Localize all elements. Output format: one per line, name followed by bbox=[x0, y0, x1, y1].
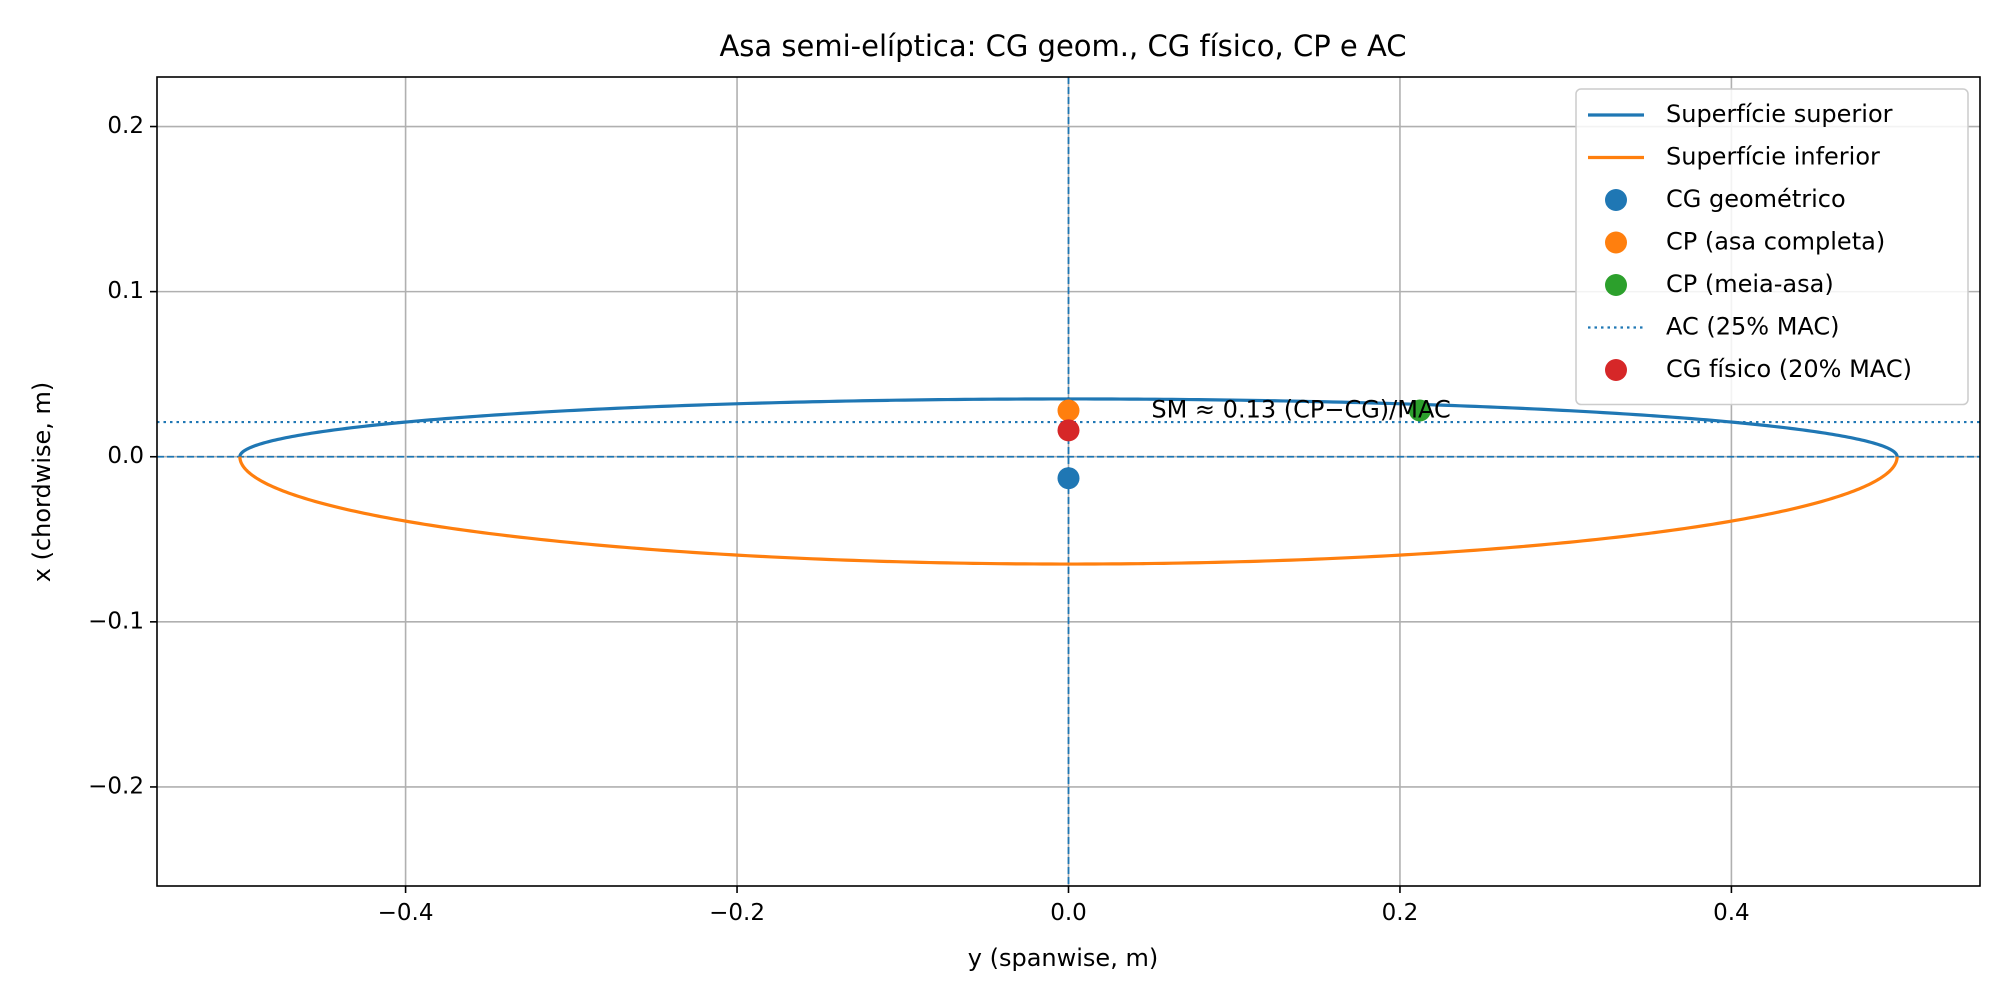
legend-label: CG geométrico bbox=[1666, 185, 1846, 213]
x-tick-label: 0.0 bbox=[1050, 900, 1087, 926]
x-tick-label: −0.2 bbox=[709, 900, 765, 926]
y-tick-label: 0.1 bbox=[107, 278, 144, 304]
x-tick-label: 0.4 bbox=[1713, 900, 1750, 926]
series-point-cp-meia-asa bbox=[1408, 399, 1431, 422]
x-axis-label: y (spanwise, m) bbox=[968, 944, 1158, 972]
axis-ticks: −0.4 −0.2 0.0 0.2 0.4 −0.2 −0.1 0.0 0.1 0.2 bbox=[88, 113, 1750, 926]
y-tick-label: −0.1 bbox=[88, 608, 144, 634]
legend-label: CP (meia-asa) bbox=[1666, 270, 1834, 298]
x-tick-label: 0.2 bbox=[1382, 900, 1419, 926]
annotation-text: SM ≈ 0.13 (CP−CG)/MAC bbox=[1151, 396, 1450, 424]
legend: Superfície superior Superfície inferior CG… bbox=[1575, 88, 1969, 406]
y-tick-label: −0.2 bbox=[88, 773, 144, 799]
series-line-superficie-superior bbox=[238, 397, 1899, 457]
legend-label: CP (asa completa) bbox=[1666, 228, 1885, 256]
y-tick-label: 0.2 bbox=[107, 113, 144, 139]
legend-handle-marker bbox=[1605, 274, 1627, 296]
series-point-cg-geometrico bbox=[1057, 467, 1080, 490]
y-tick-label: 0.0 bbox=[107, 443, 144, 469]
x-tick-label: −0.4 bbox=[378, 900, 434, 926]
legend-label: AC (25% MAC) bbox=[1666, 313, 1840, 341]
series-line-superficie-inferior bbox=[238, 456, 1899, 566]
legend-handle-marker bbox=[1605, 359, 1627, 381]
legend-label: CG físico (20% MAC) bbox=[1666, 355, 1912, 383]
legend-handle-marker bbox=[1605, 231, 1627, 254]
chart-title: Asa semi-elíptica: CG geom., CG físico, … bbox=[719, 29, 1406, 63]
series-point-cp-asa-completa bbox=[1057, 399, 1080, 422]
series-layer bbox=[157, 397, 1980, 566]
legend-label: Superfície inferior bbox=[1666, 143, 1880, 171]
annotation-layer: SM ≈ 0.13 (CP−CG)/MAC bbox=[1151, 396, 1450, 424]
legend-handle-marker bbox=[1605, 189, 1627, 211]
legend-label: Superfície superior bbox=[1666, 100, 1893, 128]
series-point-cg-fisico-20-mac bbox=[1057, 419, 1080, 442]
y-axis-label: x (chordwise, m) bbox=[28, 382, 56, 583]
legend-box bbox=[1575, 88, 1969, 406]
